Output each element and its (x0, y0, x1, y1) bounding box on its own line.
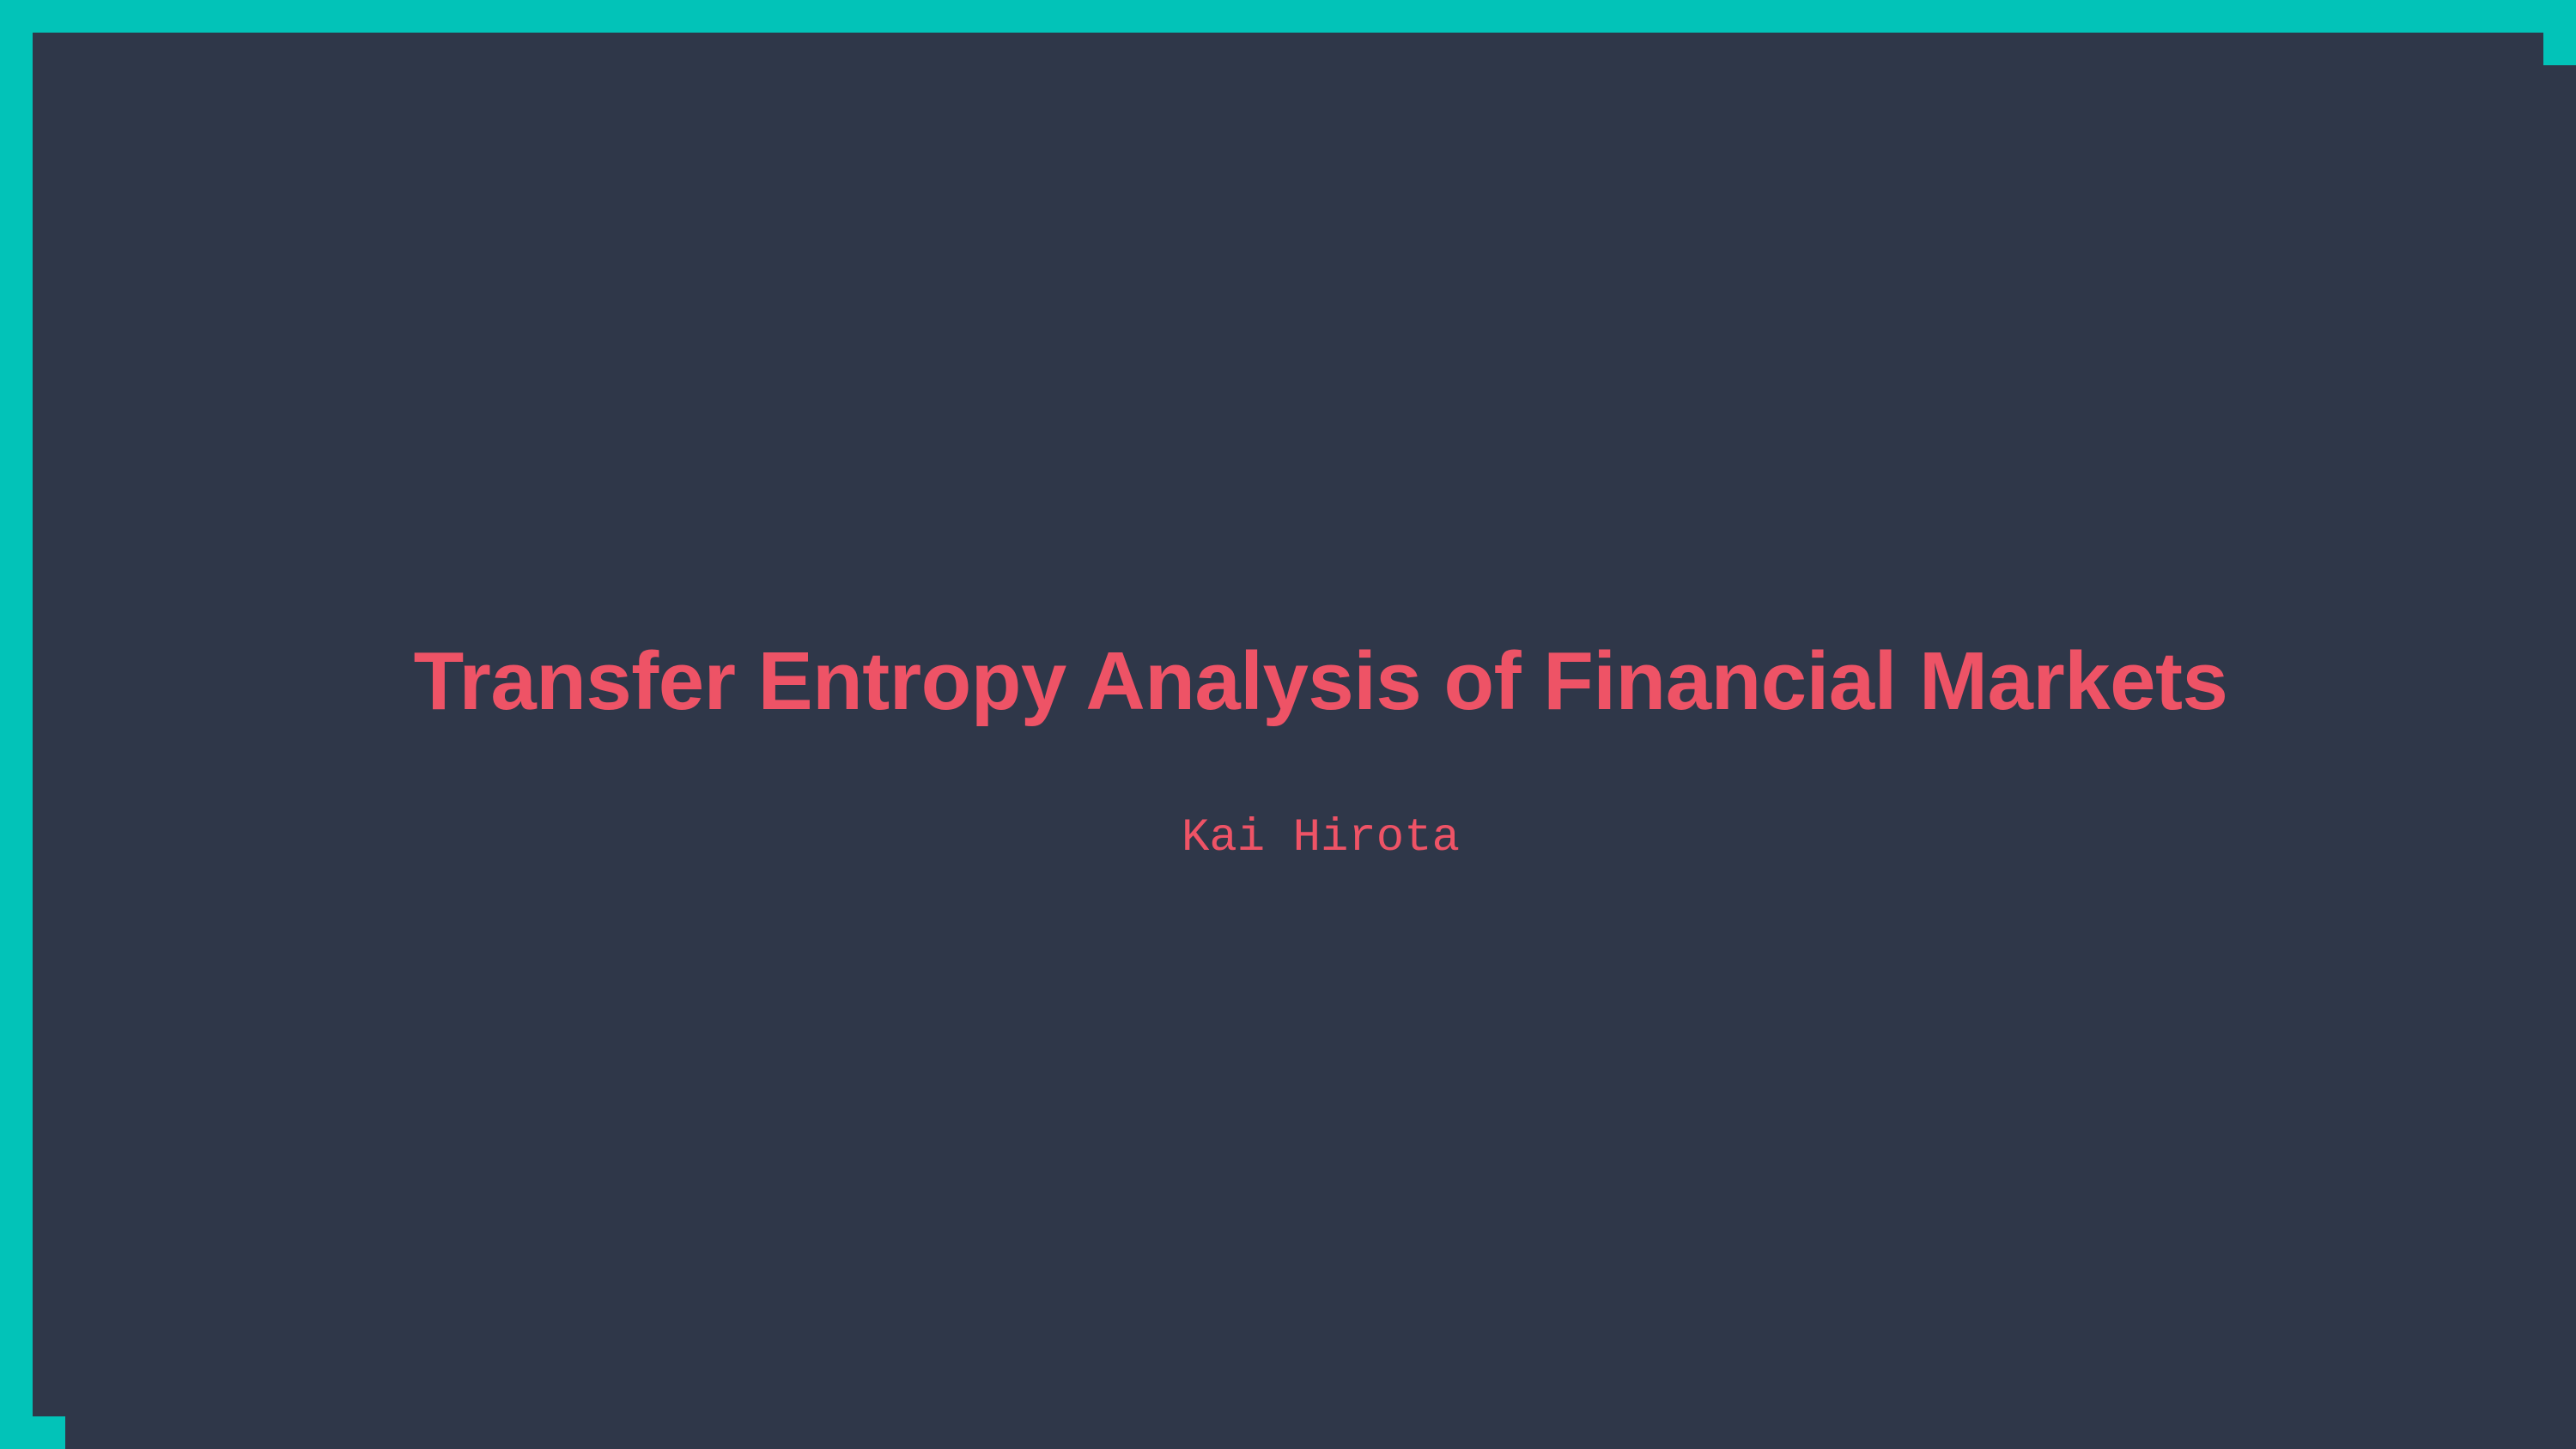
slide-author: Kai Hirota (1181, 812, 1461, 864)
slide-content: Transfer Entropy Analysis of Financial M… (65, 65, 2576, 1449)
slide-title: Transfer Entropy Analysis of Financial M… (413, 635, 2228, 727)
